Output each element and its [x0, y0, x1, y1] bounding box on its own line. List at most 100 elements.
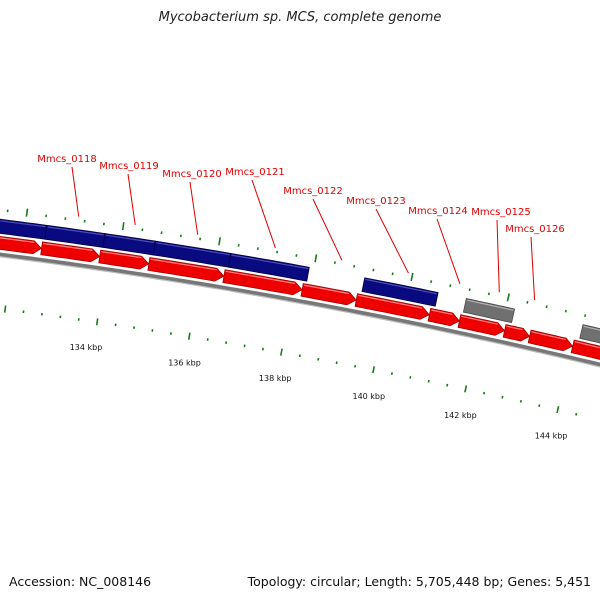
reverse-gene-arrow	[502, 324, 531, 342]
major-tick	[410, 272, 414, 282]
gene-label: Mmcs_0119	[99, 161, 159, 172]
scale-minor-tick	[335, 361, 338, 365]
minor-tick	[584, 314, 587, 317]
reverse-gene-highlight	[506, 325, 523, 331]
genome-backbone-highlight	[0, 256, 600, 368]
scale-minor-tick	[409, 376, 412, 379]
feature-highlight	[0, 220, 46, 228]
reverse-gene-highlight	[303, 284, 350, 295]
forward-gene-block	[228, 252, 310, 282]
scale-minor-tick	[427, 379, 430, 383]
gene-label-leader	[375, 208, 409, 274]
reverse-gene-highlight	[574, 341, 600, 349]
major-tick	[25, 208, 29, 217]
minor-tick	[564, 309, 567, 313]
reverse-gene-arrow	[0, 236, 43, 255]
gene-label-leader	[436, 218, 461, 284]
position-label: 138 kbp	[259, 374, 292, 383]
scale-major-tick	[464, 385, 468, 393]
position-label: 142 kbp	[444, 411, 477, 420]
major-tick	[121, 222, 125, 231]
reverse-gene-arrow	[222, 269, 303, 296]
scale-minor-tick	[261, 347, 264, 351]
position-label: 134 kbp	[70, 343, 103, 352]
gene-label: Mmcs_0120	[162, 169, 222, 180]
scale-major-tick	[556, 406, 560, 414]
scale-minor-tick	[538, 404, 541, 407]
major-tick	[218, 237, 221, 246]
reverse-gene-arrow	[40, 241, 101, 263]
reverse-gene-arrow	[570, 339, 600, 360]
genome-backbone	[0, 252, 600, 367]
scale-minor-tick	[446, 383, 449, 387]
reverse-gene-highlight	[531, 331, 566, 341]
scale-minor-tick	[575, 412, 578, 416]
minor-tick	[391, 272, 394, 276]
gene-label-leader	[312, 198, 343, 261]
minor-tick	[276, 250, 279, 254]
scale-major-tick	[95, 318, 99, 326]
scale-major-tick	[3, 305, 7, 313]
gene-label: Mmcs_0124	[408, 206, 468, 217]
accession-label: Accession: NC_008146	[9, 574, 152, 589]
gene-label: Mmcs_0123	[346, 196, 406, 207]
feature-highlight	[156, 242, 230, 256]
feature-highlight	[105, 234, 155, 244]
page-title: Mycobacterium sp. MCS, complete genome	[158, 10, 442, 25]
feature-highlight	[47, 226, 104, 236]
scale-minor-tick	[243, 344, 246, 348]
feature-highlight	[365, 278, 437, 295]
gene-label-leader	[530, 236, 536, 301]
scale-minor-tick	[390, 372, 393, 376]
position-label: 136 kbp	[168, 358, 201, 367]
minor-tick	[545, 305, 548, 309]
reverse-gene-arrow	[98, 249, 150, 270]
feature-highlight	[231, 254, 309, 270]
scale-minor-tick	[501, 395, 504, 399]
reverse-gene-highlight	[357, 294, 423, 309]
position-label: 140 kbp	[352, 392, 385, 401]
reverse-gene-arrow	[147, 257, 225, 282]
reverse-gene-arrow	[354, 293, 430, 320]
reverse-gene-highlight	[101, 251, 142, 259]
reverse-gene-arrow	[527, 329, 574, 352]
scale-minor-tick	[519, 399, 522, 403]
minor-tick	[487, 292, 490, 296]
scale-minor-tick	[483, 391, 486, 395]
feature-highlight	[583, 325, 600, 331]
gene-label: Mmcs_0122	[283, 186, 343, 197]
reverse-gene-highlight	[0, 237, 35, 243]
feature-block	[462, 298, 516, 324]
gene-label: Mmcs_0126	[505, 224, 565, 235]
gene-label-leader	[71, 166, 80, 217]
minor-tick	[353, 264, 356, 268]
reverse-gene-highlight	[225, 270, 296, 285]
position-label: 144 kbp	[535, 431, 568, 440]
gene-label: Mmcs_0121	[225, 167, 285, 178]
minor-tick	[237, 243, 240, 247]
reverse-gene-arrow	[427, 307, 460, 327]
feature-highlight	[466, 299, 514, 311]
reverse-gene-highlight	[43, 242, 93, 251]
gene-label-leader	[127, 173, 136, 225]
scale-major-tick	[280, 348, 283, 356]
minor-tick	[526, 300, 529, 304]
reverse-gene-highlight	[431, 309, 453, 315]
minor-tick	[468, 288, 471, 292]
scale-minor-tick	[317, 357, 320, 361]
gene-label-leader	[251, 179, 276, 249]
gene-label: Mmcs_0125	[471, 207, 531, 218]
minor-tick	[449, 284, 452, 288]
gene-label-leader	[189, 181, 199, 235]
reverse-gene-highlight	[150, 258, 217, 271]
major-tick	[506, 293, 510, 302]
reverse-gene-arrow	[300, 283, 357, 306]
scale-major-tick	[372, 366, 375, 374]
scale-major-tick	[187, 332, 191, 340]
gene-label-leader	[496, 219, 500, 293]
scale-minor-tick	[354, 364, 357, 368]
reverse-gene-highlight	[461, 315, 498, 325]
gene-label: Mmcs_0118	[37, 154, 97, 165]
reverse-gene-arrow	[457, 314, 506, 336]
